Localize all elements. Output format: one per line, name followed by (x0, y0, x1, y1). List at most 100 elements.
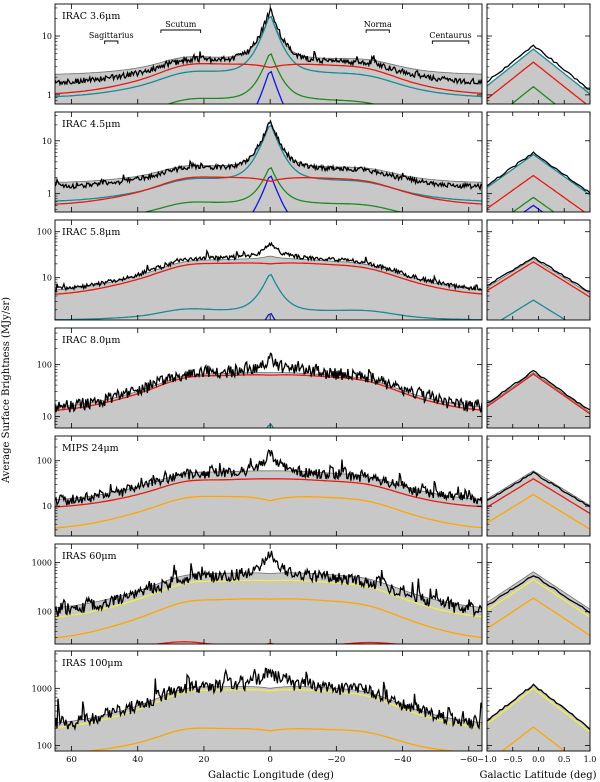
panel-title: IRAC 4.5μm (62, 119, 120, 130)
latitude-total-line (487, 470, 590, 506)
series-red-line (55, 176, 482, 205)
series-observed-line (55, 550, 482, 618)
x-tick-label: −40 (394, 755, 412, 765)
y-tick-label: 100 (37, 228, 52, 237)
series-total-fill (55, 686, 482, 751)
series-observed-line (55, 449, 482, 507)
latitude-total-fill (487, 49, 590, 104)
region-bracket (365, 29, 390, 33)
series-red-line (55, 63, 482, 95)
series-observed-line (55, 241, 482, 293)
series-observed-line (55, 119, 482, 192)
latitude-observed-line (487, 471, 590, 508)
y-tick-label: 100 (37, 741, 52, 750)
latitude-orange-line (487, 597, 590, 637)
longitude-axes-frame (54, 327, 483, 429)
panel-1: 1 10 IRAC 3.6μm Sagittarius Scutum Norma Centa… (42, 3, 591, 105)
series-total-fill (55, 125, 482, 212)
region-label: Centaurus (429, 31, 471, 40)
region-bracket (431, 40, 470, 44)
latitude-observed-line (487, 44, 590, 90)
series-red-line (55, 374, 482, 412)
series-observed-line (55, 352, 482, 413)
latitude-total-line (487, 372, 590, 413)
series-green-line (166, 53, 376, 104)
latitude-red-line (487, 373, 590, 415)
y-tick-label: 1 (47, 190, 52, 199)
y-tick-label: 10 (42, 502, 52, 511)
longitude-axes-frame (54, 543, 483, 645)
region-bracket (160, 29, 202, 33)
y-tick-label: 1000 (32, 559, 52, 568)
y-tick-label: 1 (47, 91, 52, 100)
latitude-observed-line (487, 683, 590, 730)
series-red-line (55, 478, 482, 508)
latitude-observed-line (487, 256, 590, 293)
latitude-total-fill (487, 571, 590, 644)
series-total-fill (55, 470, 482, 536)
series-observed-line (55, 667, 482, 731)
y-tick-label: 100 (37, 608, 52, 617)
latitude-total-fill (487, 258, 590, 320)
latitude-total-line (487, 571, 590, 610)
y-tick-label: 1000 (32, 684, 52, 693)
x-tick-label: 1.0 (584, 755, 597, 764)
series-blue-line (252, 175, 289, 212)
panel-title: IRAS 100μm (62, 658, 123, 669)
longitude-plot (55, 550, 482, 644)
latitude-red-line (487, 61, 588, 104)
longitude-plot (55, 119, 482, 212)
series-total-fill (55, 16, 482, 104)
series-red-line (55, 262, 482, 295)
latitude-plot (487, 256, 590, 320)
latitude-total-fill (487, 470, 590, 536)
y-tick-label: 10 (42, 274, 52, 283)
latitude-yellow-line (487, 578, 590, 618)
y-axis-label: Average Surface Brightness (MJy/sr) (1, 297, 12, 484)
longitude-plot (55, 352, 482, 428)
latitude-red-line (487, 261, 590, 298)
y-tick-label: 100 (37, 360, 52, 369)
latitude-teal-line (487, 48, 590, 95)
latitude-green-line (511, 196, 555, 212)
x-tick-label: 20 (199, 755, 210, 765)
latitude-red-line (487, 174, 586, 212)
x-tick-label: −0.5 (503, 755, 522, 764)
latitude-plot (487, 683, 590, 751)
series-teal-line (266, 423, 275, 428)
series-total-fill (55, 372, 482, 428)
x-tick-label: −60 (460, 755, 478, 765)
panel-title: IRAS 60μm (62, 551, 117, 562)
latitude-teal-line (500, 299, 567, 320)
panel-2: 1 10 IRAC 4.5μm (42, 111, 591, 213)
x-tick-label: −1.0 (477, 755, 496, 764)
latitude-plot (487, 470, 590, 536)
latitude-plot (487, 44, 590, 104)
panel-title: IRAC 8.0μm (62, 335, 120, 346)
y-tick-label: 10 (42, 137, 52, 146)
latitude-teal-line (487, 153, 590, 196)
panel-title: IRAC 3.6μm (62, 11, 120, 22)
series-orange-line (82, 727, 459, 751)
latitude-plot (487, 151, 590, 212)
longitude-axes-frame (54, 435, 483, 537)
region-bracket (104, 40, 119, 44)
latitude-observed-line (487, 151, 590, 194)
series-yellow-line (55, 579, 482, 618)
y-tick-label: 10 (42, 32, 52, 41)
longitude-axes-frame (54, 219, 483, 321)
latitude-yellow-line (487, 687, 590, 733)
x-tick-label: −20 (327, 755, 345, 765)
longitude-plot (55, 241, 482, 320)
latitude-plot (487, 369, 590, 428)
series-total-fill (55, 256, 482, 320)
latitude-red-line (487, 478, 590, 515)
x-tick-label: 0.5 (558, 755, 571, 764)
latitude-total-fill (487, 684, 590, 751)
series-blue-line (256, 70, 284, 104)
x-axis-label-longitude: Galactic Longitude (deg) (208, 770, 334, 781)
series-green-line (142, 166, 404, 212)
panel-title: MIPS 24μm (62, 443, 119, 454)
latitude-orange-line (487, 493, 590, 530)
